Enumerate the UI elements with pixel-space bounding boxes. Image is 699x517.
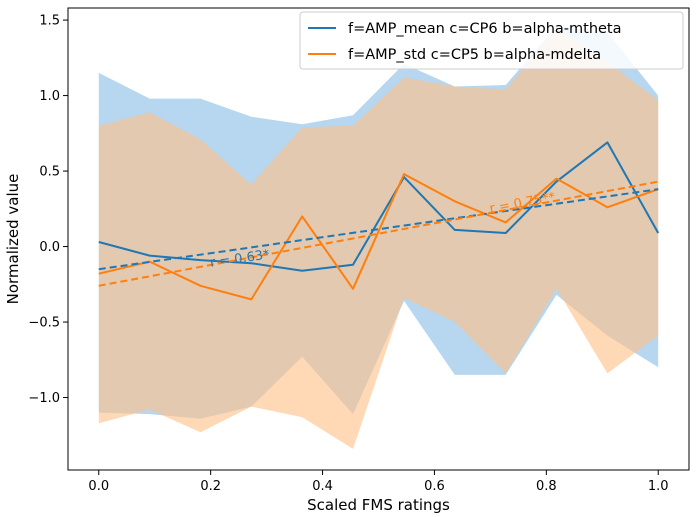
y-tick-label: 0.5 <box>39 165 60 180</box>
trend-lines <box>98 180 659 287</box>
x-tick-label: 1.0 <box>648 479 669 494</box>
y-tick-label: −0.5 <box>28 316 60 331</box>
trend-series-2 <box>98 180 659 287</box>
legend-entry: f=AMP_mean c=CP6 b=alpha-mtheta <box>348 21 622 37</box>
legend: f=AMP_mean c=CP6 b=alpha-mtheta f=AMP_std… <box>299 11 684 70</box>
series-lines <box>98 141 660 301</box>
plot-frame <box>67 7 690 471</box>
confidence-bands <box>98 26 659 449</box>
y-tick-label: −1.0 <box>28 391 60 406</box>
x-axis-ticks: 0.0 0.2 0.4 0.6 0.8 1.0 <box>88 470 669 494</box>
trend-series-1 <box>98 188 659 271</box>
legend-box <box>299 11 684 70</box>
x-tick-label: 0.2 <box>200 479 221 494</box>
x-tick-label: 0.0 <box>88 479 109 494</box>
y-axis-ticks: −1.0 −0.5 0.0 0.5 1.0 1.5 <box>28 14 68 406</box>
y-tick-label: 1.5 <box>39 14 60 29</box>
line-series-1 <box>98 141 660 272</box>
x-axis-label: Scaled FMS ratings <box>307 496 450 514</box>
x-tick-label: 0.6 <box>424 479 445 494</box>
legend-entry: f=AMP_std c=CP5 b=alpha-mdelta <box>348 47 601 63</box>
y-axis-label: Normalized value <box>4 174 22 305</box>
x-tick-label: 0.8 <box>536 479 557 494</box>
line-series-2 <box>98 173 659 301</box>
y-tick-label: 1.0 <box>39 89 60 104</box>
y-tick-label: 0.0 <box>39 240 60 255</box>
x-tick-label: 0.4 <box>312 479 333 494</box>
band-series-2 <box>98 29 659 449</box>
